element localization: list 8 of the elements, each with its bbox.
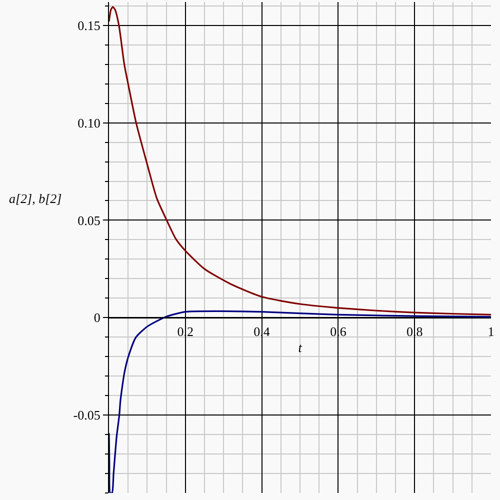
- y-tick-label: 0.15: [78, 18, 100, 33]
- y-tick-label: 0.10: [78, 115, 100, 130]
- y-axis-title: a[2], b[2]: [9, 191, 62, 206]
- x-axis-title: t: [298, 340, 302, 355]
- y-tick-label: 0.05: [78, 212, 100, 228]
- y-tick-label: 0: [94, 310, 100, 326]
- x-tick-label: 1: [488, 324, 494, 340]
- y-tick-label: -0.05: [73, 408, 100, 423]
